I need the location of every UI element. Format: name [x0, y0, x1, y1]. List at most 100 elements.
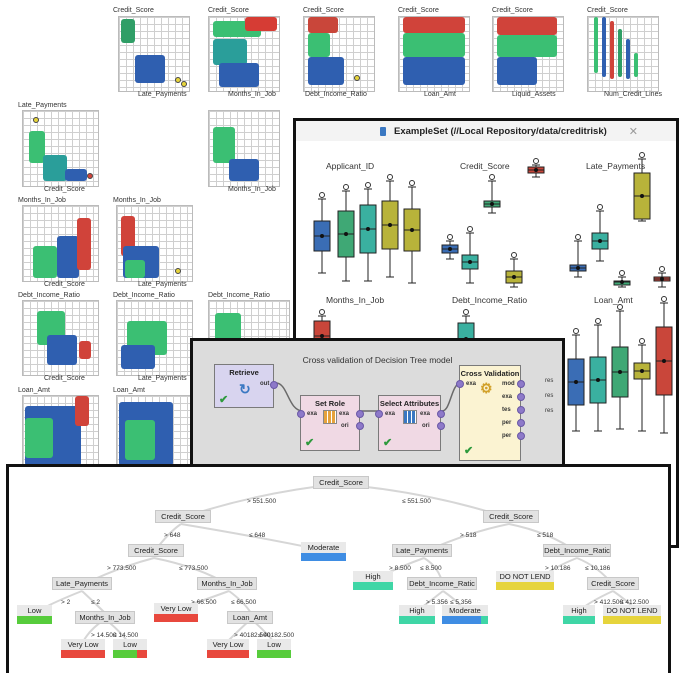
leaf-label: DO NOT LEND	[603, 605, 661, 616]
close-icon[interactable]: ✕	[628, 125, 638, 138]
input-port[interactable]	[375, 410, 383, 418]
tree-node[interactable]: Late_Payments	[392, 544, 452, 557]
tree-leaf[interactable]: Very Low	[154, 603, 198, 622]
output-port[interactable]	[270, 381, 278, 389]
scatter-title: Late_Payments	[18, 102, 67, 109]
leaf-label: Moderate	[442, 605, 488, 616]
tree-node[interactable]: Credit_Score	[128, 544, 184, 557]
scatter-title: Debt_Income_Ratio	[18, 292, 80, 299]
scatter-title: Credit_Score	[208, 7, 249, 14]
tree-leaf[interactable]: Moderate	[301, 542, 346, 561]
scatter-plot[interactable]	[116, 300, 193, 376]
edge-label: > 66.500	[191, 599, 217, 606]
edge-label: ≤ 773.500	[179, 565, 208, 572]
input-port[interactable]	[456, 380, 464, 388]
tree-node[interactable]: Debt_Income_Ratic	[407, 577, 477, 590]
scatter-plot[interactable]	[116, 395, 193, 467]
scatter-plot[interactable]	[208, 110, 280, 187]
tree-node[interactable]: Months_In_Job	[197, 577, 257, 590]
scatter-plot[interactable]	[398, 16, 470, 92]
selattr-name: Select Attributes	[379, 399, 440, 408]
edge-label: ≤ 14.500	[113, 632, 139, 639]
exampleset-title: ExampleSet (//Local Repository/data/cred…	[394, 125, 607, 137]
retrieve-operator[interactable]: Retrieve ↻ ✔ out	[214, 364, 278, 408]
retrieve-name: Retrieve	[229, 368, 259, 377]
scatter-plot[interactable]	[208, 16, 280, 92]
tree-node[interactable]: Debt_Income_Ratic	[543, 544, 611, 557]
leaf-label: Very Low	[154, 603, 198, 614]
boxplot-label: Credit_Score	[460, 161, 510, 171]
tree-node[interactable]: Late_Payments	[52, 577, 112, 590]
decision-tree-window: Credit_Score Credit_Score Credit_Score C…	[6, 464, 671, 673]
scatter-title: Debt_Income_Ratio	[113, 292, 175, 299]
tree-leaf[interactable]: DO NOT LEND	[496, 571, 554, 590]
tree-leaf[interactable]: High	[353, 571, 393, 590]
scatter-plot[interactable]	[22, 110, 99, 187]
edge-label: > 14.500	[91, 632, 117, 639]
leaf-label: Very Low	[207, 639, 249, 650]
scatter-plot[interactable]	[492, 16, 564, 92]
port-label: exa	[307, 411, 318, 417]
tree-node[interactable]: Loan_Amt	[227, 611, 273, 624]
scatter-plot[interactable]	[118, 16, 190, 92]
edge-label: ≤ 66.500	[231, 599, 257, 606]
process-window: Cross validation of Decision Tree model …	[190, 338, 565, 470]
tree-leaf[interactable]: DO NOT LEND	[603, 605, 661, 624]
tree-leaf[interactable]: Very Low	[61, 639, 105, 658]
tree-leaf[interactable]: High	[399, 605, 435, 624]
edge-label: ≤ 40182.500	[258, 632, 295, 639]
scatter-plot[interactable]	[22, 205, 99, 282]
scatter-plot[interactable]	[587, 16, 659, 92]
tree-leaf[interactable]: Low	[257, 639, 291, 658]
tree-node[interactable]: Credit_Score	[155, 510, 211, 523]
setrole-name: Set Role	[314, 399, 345, 408]
scatter-plot[interactable]	[22, 395, 99, 467]
port-label: mod	[502, 381, 515, 387]
database-icon	[380, 126, 386, 136]
cross-validation-operator[interactable]: Cross Validation exa mod exa tes per per…	[456, 365, 525, 461]
scatter-title: Credit_Score	[587, 7, 628, 14]
select-attributes-operator[interactable]: Select Attributes exa exa ori ✔	[375, 395, 445, 451]
leaf-label: Low	[17, 605, 52, 616]
scatter-plot[interactable]	[303, 16, 375, 92]
scatter-title: Debt_Income_Ratio	[208, 292, 270, 299]
boxplot-label: Months_In_Job	[326, 295, 385, 305]
tree-node[interactable]: Credit_Score	[587, 577, 639, 590]
output-port[interactable]	[356, 422, 364, 430]
output-port[interactable]	[517, 393, 525, 401]
input-port[interactable]	[297, 410, 305, 418]
leaf-label: Very Low	[61, 639, 105, 650]
table-icon	[323, 410, 337, 424]
leaf-label: Moderate	[301, 542, 346, 553]
boxplot-label: Late_Payments	[586, 161, 646, 171]
edge-label: > 40182.500	[234, 632, 271, 639]
edge-label: ≤ 8.500	[420, 565, 442, 572]
scatter-xlabel: Credit_Score	[44, 375, 85, 382]
tree-leaf[interactable]: High	[563, 605, 595, 624]
tree-leaf[interactable]: Moderate	[442, 605, 488, 624]
tree-leaf[interactable]: Low	[17, 605, 52, 624]
output-port[interactable]	[517, 406, 525, 414]
scatter-plot[interactable]	[116, 205, 193, 282]
output-port[interactable]	[437, 410, 445, 418]
edge-label: > 5.356	[426, 599, 448, 606]
output-port[interactable]	[517, 380, 525, 388]
edge-label: ≤ 412.500	[620, 599, 649, 606]
leaf-label: High	[563, 605, 595, 616]
edge-label: > 2	[61, 599, 71, 606]
tree-node[interactable]: Months_In_Job	[75, 611, 135, 624]
output-port[interactable]	[517, 432, 525, 440]
tree-node[interactable]: Credit_Score	[483, 510, 539, 523]
result-port-label: res	[545, 378, 554, 384]
tree-leaf[interactable]: Low	[113, 639, 147, 658]
output-port[interactable]	[356, 410, 364, 418]
edge-label: > 518	[460, 532, 477, 539]
scatter-plot[interactable]	[22, 300, 99, 376]
check-icon: ✔	[305, 437, 315, 449]
scatter-plot[interactable]	[208, 300, 290, 342]
setrole-operator[interactable]: Set Role exa exa ori ✔	[297, 395, 364, 451]
output-port[interactable]	[517, 419, 525, 427]
output-port[interactable]	[437, 422, 445, 430]
tree-leaf[interactable]: Very Low	[207, 639, 249, 658]
tree-node-root[interactable]: Credit_Score	[313, 476, 369, 489]
